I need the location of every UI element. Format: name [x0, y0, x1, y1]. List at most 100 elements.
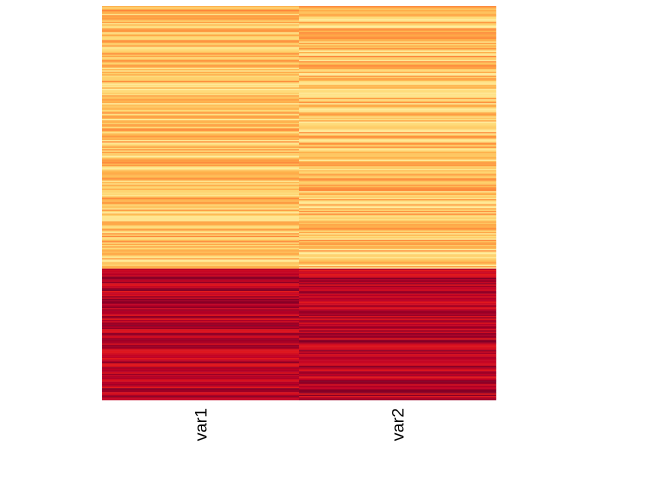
heatmap-cell	[102, 41, 300, 44]
heatmap-cell	[102, 369, 300, 372]
heatmap-cell	[102, 33, 300, 36]
heatmap-cell	[102, 109, 300, 112]
heatmap-cell	[299, 171, 497, 174]
heatmap-cell	[102, 216, 300, 218]
heatmap-cell	[299, 359, 497, 361]
heatmap-cell	[299, 218, 497, 221]
heatmap-cell	[102, 234, 300, 237]
heatmap-cell	[102, 32, 300, 34]
heatmap-cell	[299, 368, 497, 371]
heatmap-cell	[299, 129, 497, 132]
heatmap-cell	[102, 19, 300, 21]
heatmap-cell	[299, 118, 497, 121]
heatmap-cell	[299, 209, 497, 212]
heatmap-cell	[299, 237, 497, 239]
heatmap-cell	[299, 29, 497, 32]
heatmap-cell	[299, 82, 497, 84]
heatmap-cell	[102, 389, 300, 392]
heatmap-cell	[299, 8, 497, 11]
heatmap-cell	[299, 15, 497, 17]
heatmap-cell	[299, 125, 497, 128]
heatmap-cell	[299, 300, 497, 302]
heatmap-cell	[102, 15, 300, 17]
heatmap-cell	[102, 8, 300, 11]
heatmap-cell	[299, 356, 497, 359]
heatmap-cell	[102, 48, 300, 50]
heatmap-cell	[102, 159, 300, 162]
heatmap-cell	[299, 225, 497, 227]
heatmap-cell	[299, 97, 497, 100]
heatmap-cell	[102, 23, 300, 25]
heatmap-cell	[102, 259, 300, 262]
heatmap-cell	[102, 28, 300, 30]
heatmap-cell	[102, 181, 300, 184]
heatmap-cell	[299, 40, 497, 42]
heatmap-cell	[102, 178, 300, 180]
heatmap-cells	[102, 6, 497, 401]
heatmap-cell	[299, 101, 497, 104]
heatmap-cell	[102, 200, 300, 202]
heatmap-cell	[102, 30, 300, 33]
heatmap-cell	[299, 289, 497, 292]
heatmap-cell	[102, 306, 300, 309]
heatmap-cell	[102, 142, 300, 145]
heatmap-cell	[102, 260, 300, 263]
heatmap-cell	[299, 364, 497, 367]
heatmap-cell	[102, 394, 300, 397]
heatmap-cell	[299, 267, 497, 269]
heatmap-cell	[102, 233, 300, 235]
heatmap-cell	[102, 78, 300, 80]
heatmap-cell	[102, 357, 300, 360]
heatmap-cell	[102, 120, 300, 122]
heatmap-cell	[102, 235, 300, 238]
heatmap-cell	[102, 312, 300, 314]
heatmap-cell	[299, 48, 497, 50]
heatmap-cell	[102, 70, 300, 72]
heatmap-cell	[102, 246, 300, 248]
heatmap-cell	[102, 390, 300, 393]
heatmap-cell	[102, 197, 300, 200]
heatmap-cell	[299, 13, 497, 16]
heatmap-cell	[299, 277, 497, 280]
heatmap-cell	[299, 113, 497, 116]
heatmap-cell	[102, 250, 300, 252]
heatmap-cell	[299, 38, 497, 41]
heatmap-cell	[102, 92, 300, 95]
heatmap-cell	[299, 124, 497, 126]
heatmap-cell	[299, 37, 497, 40]
heatmap-cell	[102, 208, 300, 210]
heatmap-cell	[102, 377, 300, 380]
heatmap-cell	[102, 329, 300, 331]
heatmap-cell	[299, 319, 497, 322]
heatmap-cell	[299, 327, 497, 330]
heatmap-cell	[102, 293, 300, 296]
heatmap-cell	[299, 245, 497, 247]
heatmap-cell	[102, 221, 300, 223]
heatmap-cell	[102, 315, 300, 318]
heatmap-cell	[102, 248, 300, 251]
heatmap-cell	[102, 138, 300, 141]
heatmap-cell	[299, 315, 497, 318]
heatmap-cell	[102, 37, 300, 40]
heatmap-cell	[299, 298, 497, 301]
heatmap-cell	[102, 118, 300, 121]
heatmap-cell	[299, 285, 497, 288]
heatmap-cell	[299, 166, 497, 168]
heatmap-cell	[299, 238, 497, 241]
heatmap-cell	[102, 9, 300, 12]
heatmap-cell	[102, 130, 300, 133]
heatmap-cell	[299, 174, 497, 176]
heatmap-cell	[299, 107, 497, 109]
heatmap-cell	[299, 334, 497, 336]
heatmap-cell	[299, 134, 497, 137]
heatmap-cell	[299, 70, 497, 72]
heatmap-cell	[299, 369, 497, 372]
heatmap-cell	[299, 57, 497, 59]
heatmap-cell	[299, 376, 497, 378]
heatmap-cell	[102, 326, 300, 329]
heatmap-cell	[299, 111, 497, 113]
heatmap-cell	[299, 272, 497, 275]
heatmap-cell	[102, 368, 300, 371]
heatmap-cell	[299, 361, 497, 364]
heatmap-cell	[299, 46, 497, 49]
